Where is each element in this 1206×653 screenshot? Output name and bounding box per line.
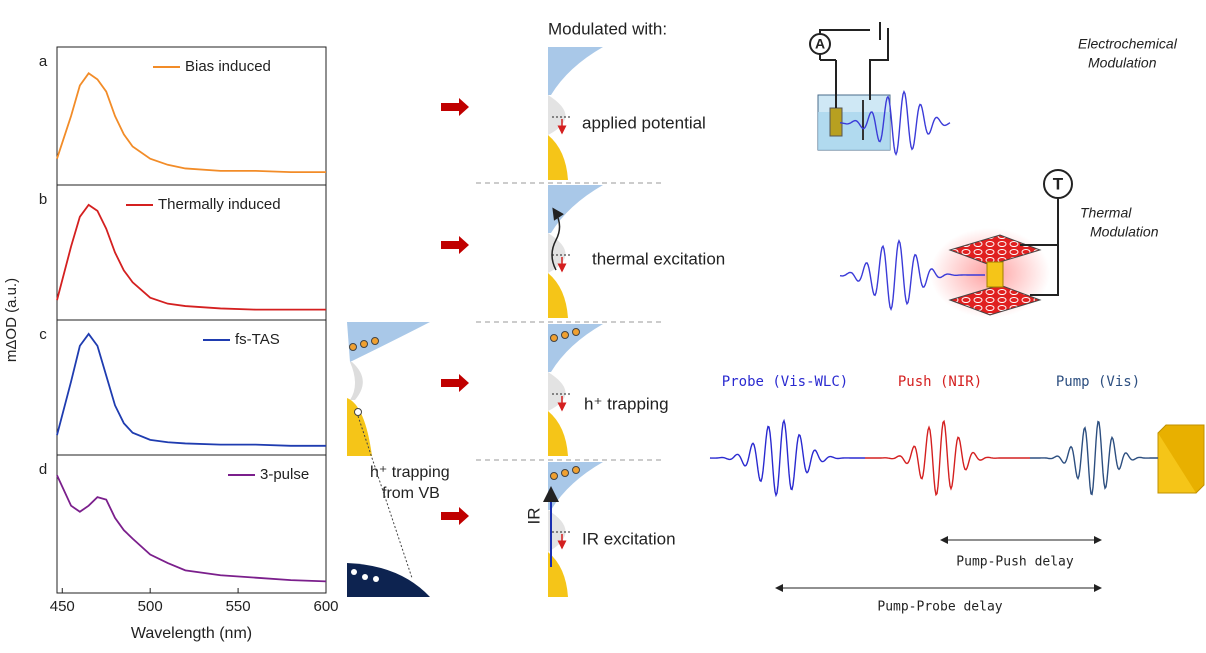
panel-frame bbox=[56, 454, 327, 594]
row-label: applied potential bbox=[582, 113, 706, 132]
arrows bbox=[441, 98, 469, 525]
carrier bbox=[561, 469, 569, 477]
spectra: a Bias induced b Thermally induced c fs-TAS d 3… bbox=[39, 46, 339, 642]
meter-label: A bbox=[815, 36, 825, 52]
delay-label: Pump-Probe delay bbox=[877, 600, 1002, 615]
data-line bbox=[56, 72, 326, 174]
conduction-band bbox=[548, 185, 603, 233]
caption: Modulation bbox=[1088, 55, 1157, 71]
ir-label: IR bbox=[524, 508, 543, 525]
pulse-label: Push (NIR) bbox=[898, 374, 982, 390]
meter-label: T bbox=[1053, 174, 1064, 193]
carrier bbox=[572, 328, 580, 336]
panel-label: a bbox=[39, 53, 48, 70]
vb-label: from VB bbox=[382, 485, 440, 502]
carrier bbox=[572, 466, 580, 474]
x-tick-label: 450 bbox=[50, 598, 75, 615]
pulse-label: Pump (Vis) bbox=[1056, 374, 1140, 390]
data-line bbox=[56, 203, 326, 311]
panel-frame bbox=[56, 319, 327, 456]
caption: Electrochemical bbox=[1078, 36, 1178, 52]
row-label: h⁺ trapping bbox=[584, 394, 669, 413]
panel-label: c bbox=[39, 326, 47, 343]
x-tick-label: 500 bbox=[138, 598, 163, 615]
light-pulse bbox=[839, 238, 985, 312]
light-pulse bbox=[840, 89, 951, 157]
x-axis-label: Wavelength (nm) bbox=[131, 625, 252, 642]
gap-states bbox=[548, 372, 566, 411]
legend-label: Thermally induced bbox=[158, 196, 281, 213]
light-pulse bbox=[1030, 420, 1158, 496]
thermal-path bbox=[551, 207, 564, 271]
heading: Modulated with: bbox=[548, 19, 667, 38]
light-pulse bbox=[709, 418, 865, 498]
vb-label: h⁺ trapping bbox=[370, 464, 450, 481]
valence-band bbox=[548, 552, 568, 597]
valence-band bbox=[548, 135, 568, 180]
light-pulse bbox=[865, 419, 1030, 497]
data-line bbox=[56, 332, 326, 447]
pulse-label: Probe (Vis-WLC) bbox=[722, 374, 848, 390]
caption: Modulation bbox=[1090, 224, 1159, 240]
legend-label: fs-TAS bbox=[235, 331, 280, 348]
valence-band bbox=[548, 273, 568, 318]
panel-label: d bbox=[39, 461, 47, 478]
row-label: thermal excitation bbox=[592, 249, 725, 268]
caption: Thermal bbox=[1080, 205, 1132, 221]
delay-label: Pump-Push delay bbox=[956, 555, 1074, 570]
carrier bbox=[550, 334, 558, 342]
gap-states bbox=[548, 95, 566, 135]
legend-label: 3-pulse bbox=[260, 466, 309, 483]
separators bbox=[476, 182, 665, 461]
schematic: Modulated with: applied potential therma… bbox=[347, 19, 1205, 615]
data-line bbox=[56, 474, 327, 583]
carrier bbox=[561, 331, 569, 339]
valence-band bbox=[548, 411, 568, 456]
conduction-band bbox=[548, 47, 603, 95]
legend-label: Bias induced bbox=[185, 58, 271, 75]
carrier bbox=[550, 472, 558, 480]
row-label: IR excitation bbox=[582, 529, 676, 548]
x-tick-label: 600 bbox=[313, 598, 338, 615]
x-tick-label: 550 bbox=[226, 598, 251, 615]
y-axis-label: mΔOD (a.u.) bbox=[3, 278, 20, 362]
panel-label: b bbox=[39, 191, 47, 208]
